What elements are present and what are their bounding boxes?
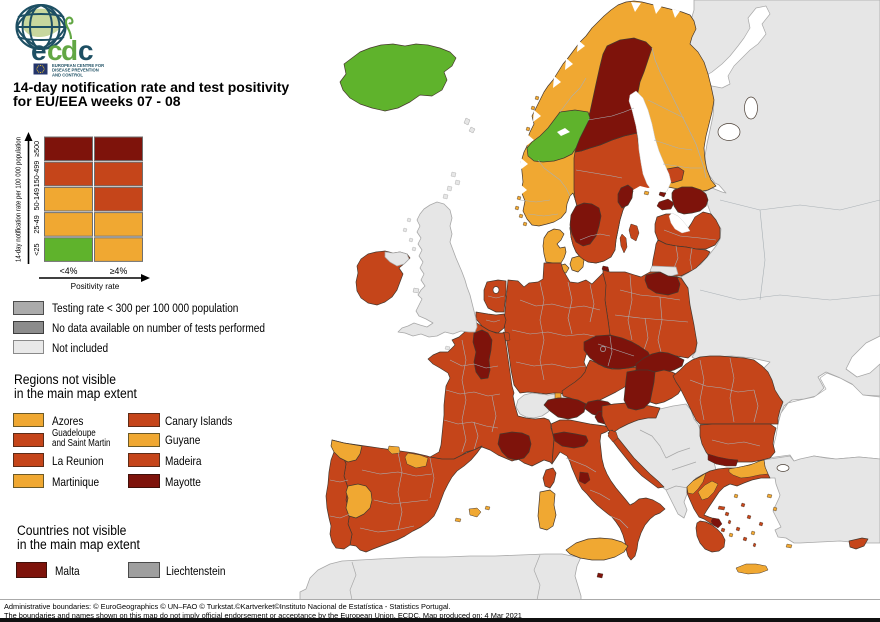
svg-text:<4%: <4% (60, 266, 78, 276)
svg-text:e: e (31, 35, 47, 66)
svg-text:AND CONTROL: AND CONTROL (52, 72, 83, 77)
svg-text:50-149: 50-149 (32, 188, 41, 210)
svg-text:≥500: ≥500 (32, 141, 41, 157)
svg-text:25-49: 25-49 (32, 215, 41, 233)
svg-text:EUROPEAN CENTRE FOR: EUROPEAN CENTRE FOR (52, 63, 104, 68)
svg-text:Positivity rate: Positivity rate (71, 282, 120, 291)
svg-text:c: c (47, 35, 63, 66)
svg-text:DISEASE PREVENTION: DISEASE PREVENTION (52, 68, 99, 73)
svg-text:c: c (78, 35, 94, 66)
svg-text:150-499: 150-499 (32, 161, 41, 187)
svg-text:<25: <25 (32, 243, 41, 255)
svg-text:≥4%: ≥4% (110, 266, 128, 276)
svg-text:14-day notification rate per 1: 14-day notification rate per 100 000 pop… (14, 137, 23, 262)
svg-text:d: d (61, 35, 78, 66)
